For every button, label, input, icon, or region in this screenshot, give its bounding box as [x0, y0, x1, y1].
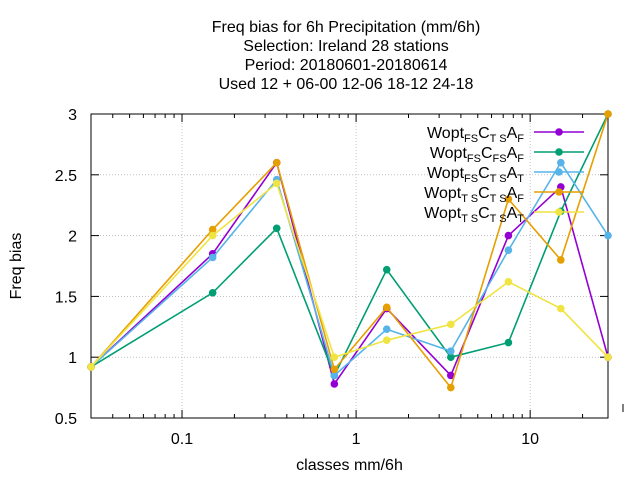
- data-point: [330, 353, 339, 362]
- data-point: [330, 380, 339, 388]
- data-point: [208, 225, 217, 234]
- data-point: [382, 303, 391, 312]
- data-point: [504, 231, 513, 240]
- y-axis-label: Freq bias: [8, 233, 25, 300]
- legend-swatch-marker: [555, 188, 563, 196]
- y-tick-label: 0.5: [55, 411, 77, 428]
- data-point: [604, 231, 612, 240]
- legend-label: WoptT SCT SAF: [424, 185, 524, 205]
- chart-title: Freq bias for 6h Precipitation (mm/6h) Se…: [212, 19, 481, 93]
- data-point: [504, 195, 513, 203]
- data-point: [208, 288, 217, 297]
- data-point: [446, 383, 455, 392]
- legend-entry: WoptT SCT SAF: [424, 185, 584, 205]
- data-point: [557, 256, 565, 264]
- data-point: [272, 158, 281, 167]
- x-tick-label: 0.1: [171, 431, 193, 448]
- data-point: [446, 347, 455, 355]
- legend-label: WoptT SCT SAT: [424, 205, 524, 225]
- legend-entry: WoptFSCT SAF: [427, 125, 584, 145]
- legend-swatch-marker: [555, 148, 563, 156]
- y-tick-label: 1.5: [55, 289, 77, 306]
- legend-swatch-marker: [555, 168, 563, 176]
- data-point: [604, 353, 612, 362]
- legend-swatch-marker: [555, 208, 563, 216]
- data-point: [382, 336, 391, 344]
- legend-entry: WoptT SCT SAT: [424, 205, 584, 225]
- data-point: [272, 179, 281, 188]
- series-2: [87, 110, 612, 380]
- data-point: [382, 265, 391, 274]
- legend-swatch-marker: [555, 128, 563, 136]
- y-tick-label: 1: [68, 350, 77, 367]
- axis-ticks: 0.5 1 1.5 2 2.5 3 0.1 1 10: [55, 107, 624, 448]
- data-point: [504, 338, 513, 347]
- data-point: [208, 253, 217, 262]
- legend-entry: WoptFSCT SAT: [427, 165, 584, 185]
- x-tick-label: 1: [352, 431, 361, 448]
- title-line: Used 12 + 06-00 12-06 18-12 24-18: [219, 76, 474, 93]
- y-tick-label: 2.5: [55, 168, 77, 185]
- data-point: [272, 224, 281, 233]
- data-point: [504, 278, 513, 286]
- x-tick-label: 10: [521, 431, 539, 448]
- series-5: [87, 179, 612, 371]
- data-point: [446, 371, 455, 380]
- data-point: [330, 365, 339, 374]
- y-tick-label: 3: [68, 107, 77, 124]
- data-point: [382, 325, 391, 334]
- data-point: [330, 371, 339, 380]
- data-point: [87, 363, 95, 371]
- series-4: [87, 110, 612, 392]
- legend-label: WoptFSCT SAF: [427, 125, 524, 145]
- data-point: [446, 320, 455, 329]
- legend-label: WoptFSCFSAF: [430, 145, 524, 165]
- data-point: [604, 110, 612, 118]
- series-1: [87, 158, 612, 388]
- data-point: [557, 158, 565, 167]
- title-line: Period: 20180601-20180614: [245, 57, 448, 74]
- legend-label: WoptFSCT SAT: [427, 165, 524, 185]
- plot-frame: [90, 113, 609, 419]
- title-line: Freq bias for 6h Precipitation (mm/6h): [212, 19, 481, 36]
- grid: [91, 114, 608, 418]
- data-point: [557, 304, 565, 313]
- data-point: [208, 231, 217, 240]
- data-point: [504, 246, 513, 254]
- x-axis-label: classes mm/6h: [296, 457, 403, 474]
- title-line: Selection: Ireland 28 stations: [243, 38, 448, 55]
- data-point: [446, 353, 455, 362]
- y-tick-label: 2: [68, 229, 77, 246]
- series: [87, 110, 612, 392]
- legend-entry: WoptFSCFSAF: [430, 145, 584, 165]
